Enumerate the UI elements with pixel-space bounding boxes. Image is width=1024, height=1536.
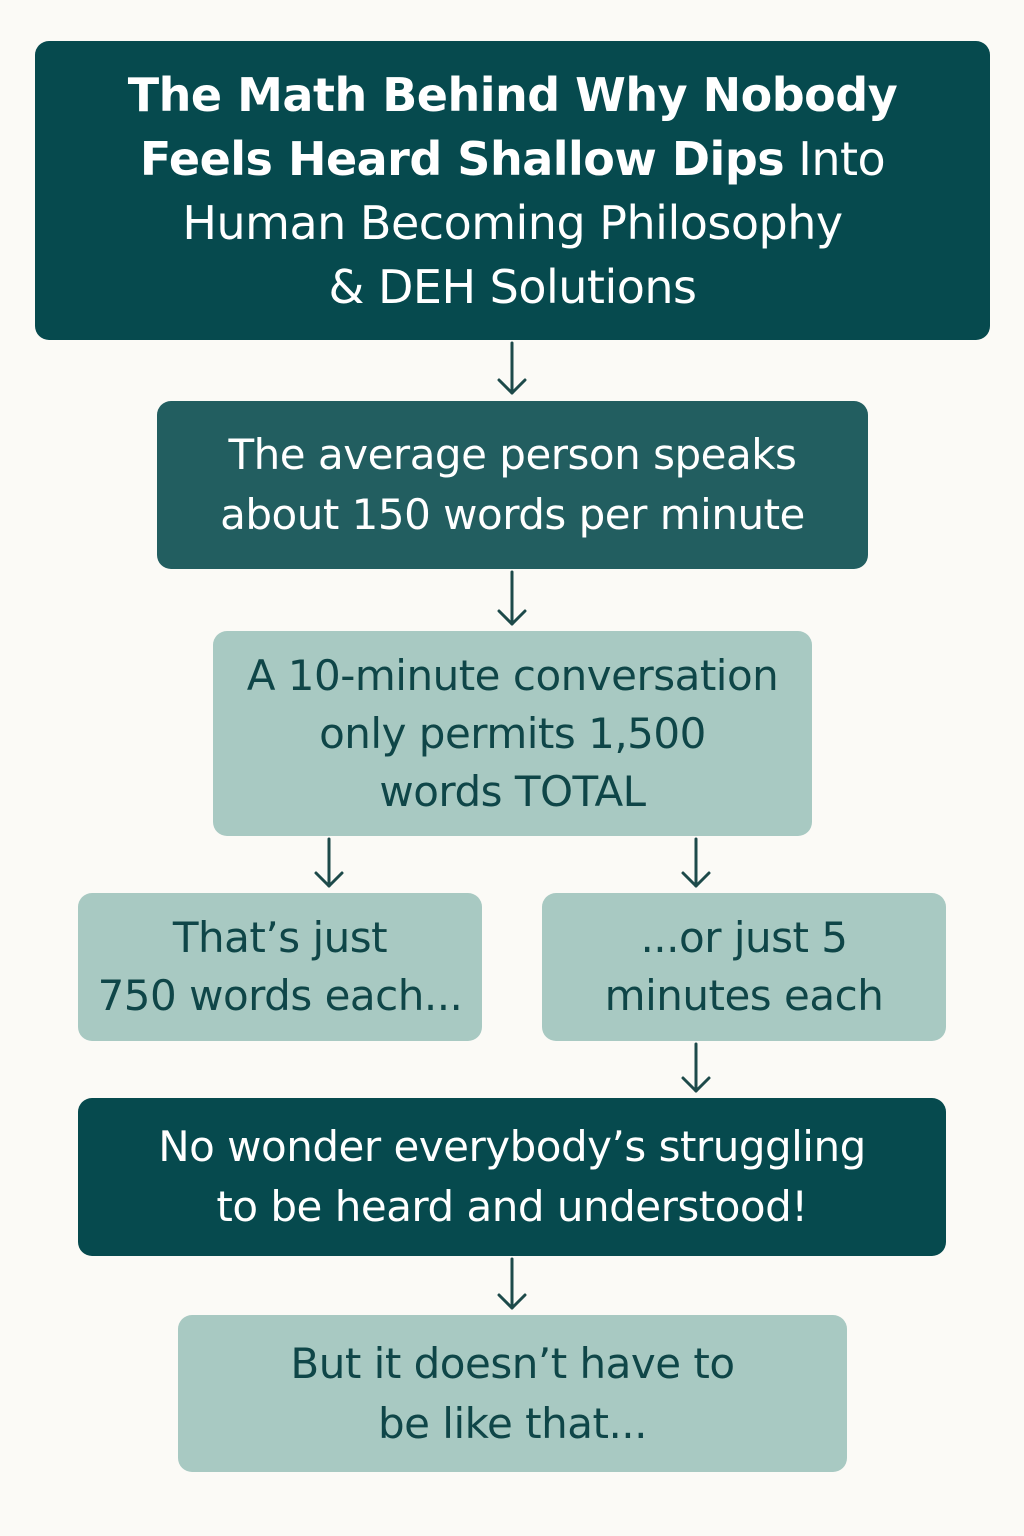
speaking-rate-line-1: The average person speaks — [228, 430, 797, 479]
conversation-box: A 10-minute conversation only permits 1,… — [213, 631, 812, 836]
ending-text: But it doesn’t have to be like that... — [290, 1334, 735, 1454]
arrow-down-icon — [497, 1257, 527, 1310]
conclusion-line-2: to be heard and understood! — [216, 1182, 808, 1231]
arrow-down-icon — [497, 341, 527, 395]
conversation-line-3: words TOTAL — [379, 766, 646, 816]
conversation-line-2: only permits 1,500 — [319, 708, 706, 758]
arrow-down-icon — [681, 1042, 711, 1093]
conversation-text: A 10-minute conversation only permits 1,… — [247, 647, 779, 821]
words-each-line-2: 750 words each... — [97, 971, 463, 1020]
title-box: The Math Behind Why Nobody Feels Heard S… — [35, 41, 990, 340]
speaking-rate-line-2: about 150 words per minute — [220, 490, 805, 539]
arrow-down-icon — [314, 837, 344, 888]
arrow-down-icon — [497, 570, 527, 626]
words-each-box: That’s just 750 words each... — [78, 893, 482, 1041]
title-bold-line-1: The Math Behind Why Nobody — [127, 67, 898, 122]
minutes-each-line-2: minutes each — [604, 971, 884, 1020]
speaking-rate-box: The average person speaks about 150 word… — [157, 401, 868, 569]
speaking-rate-text: The average person speaks about 150 word… — [220, 425, 805, 545]
title-regular-line-4: & DEH Solutions — [328, 259, 697, 314]
ending-box: But it doesn’t have to be like that... — [178, 1315, 847, 1472]
minutes-each-text: ...or just 5 minutes each — [605, 909, 884, 1025]
arrow-down-icon — [681, 837, 711, 888]
words-each-text: That’s just 750 words each... — [98, 909, 463, 1025]
words-each-line-1: That’s just — [172, 913, 388, 962]
minutes-each-box: ...or just 5 minutes each — [542, 893, 946, 1041]
title-bold-line-2: Feels Heard Shallow Dips — [139, 131, 785, 186]
ending-line-2: be like that... — [377, 1398, 648, 1448]
title-regular-line-3: Human Becoming Philosophy — [182, 195, 843, 250]
title-text: The Math Behind Why Nobody Feels Heard S… — [127, 63, 898, 319]
minutes-each-line-1: ...or just 5 — [640, 913, 848, 962]
conversation-line-1: A 10-minute conversation — [246, 650, 779, 700]
title-regular-line-2: Into — [784, 131, 886, 186]
conclusion-box: No wonder everybody’s struggling to be h… — [78, 1098, 946, 1256]
conclusion-text: No wonder everybody’s struggling to be h… — [158, 1117, 866, 1237]
conclusion-line-1: No wonder everybody’s struggling — [158, 1122, 866, 1171]
ending-line-1: But it doesn’t have to — [290, 1338, 735, 1388]
